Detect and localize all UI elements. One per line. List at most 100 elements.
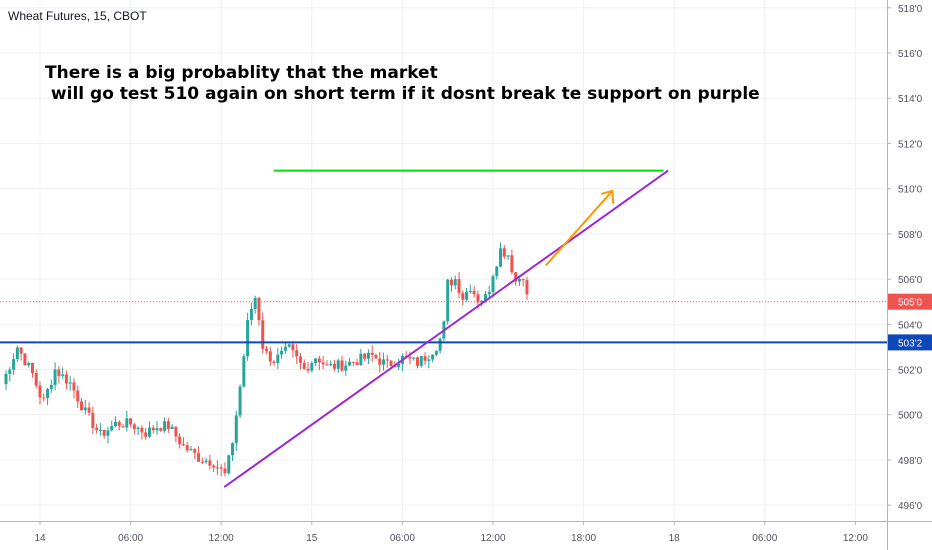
candle-body [185, 445, 189, 451]
candle-body [163, 421, 167, 431]
candle-body [302, 362, 306, 369]
x-tick-label: 06:00 [752, 533, 777, 544]
candle-body [419, 356, 423, 366]
y-tick-label: 518'0 [898, 4, 923, 15]
candle-body [42, 397, 46, 399]
candle-body [19, 347, 23, 354]
candle-body [291, 344, 295, 351]
candle-body [408, 357, 412, 359]
candle-body [204, 460, 208, 462]
candle-body [193, 449, 197, 454]
candle-body [83, 407, 87, 411]
candle-body [487, 291, 491, 295]
candle-body [374, 354, 378, 359]
support-trend-line [223, 169, 669, 488]
candle-body [155, 428, 159, 431]
candle-body [351, 361, 355, 363]
candle-body [359, 353, 363, 366]
candle-body [76, 390, 80, 402]
candle-body [355, 362, 359, 366]
candle-body [8, 369, 12, 374]
candle-body [106, 430, 110, 436]
candle-body [370, 352, 374, 355]
candle-body [336, 360, 340, 369]
candle-body [166, 421, 170, 429]
x-tick-label: 15 [306, 533, 318, 544]
candle-body [521, 278, 525, 281]
candle-body [61, 374, 65, 376]
y-tick-label: 510'0 [898, 185, 923, 196]
candle-body [385, 359, 389, 361]
candle-body [287, 344, 291, 347]
candle-body [129, 418, 133, 425]
candle-body [234, 415, 238, 444]
candle-body [125, 418, 129, 428]
x-tick-label: 12:00 [843, 533, 868, 544]
candle-body [49, 384, 53, 389]
candle-body [200, 461, 204, 463]
candle-body [325, 364, 329, 366]
x-tick-label: 18:00 [571, 533, 596, 544]
candle-body [30, 362, 34, 374]
candle-body [53, 369, 57, 385]
candle-body [397, 363, 401, 367]
x-tick-label: 12:00 [480, 533, 505, 544]
y-tick-label: 498'0 [898, 456, 923, 467]
candle-body [15, 347, 19, 360]
candlestick-series [4, 242, 529, 477]
candle-body [147, 427, 151, 437]
candle-body [298, 356, 302, 363]
candle-body [314, 358, 318, 364]
candle-body [159, 428, 163, 431]
candle-body [340, 360, 344, 371]
candle-body [34, 373, 38, 386]
candle-body [427, 359, 431, 361]
candle-body [431, 354, 435, 360]
candle-body [502, 248, 506, 257]
candle-body [242, 356, 246, 387]
candle-body [114, 421, 117, 427]
candle-body [457, 279, 461, 294]
candle-body [257, 297, 261, 321]
candle-body [378, 358, 382, 365]
candle-body [102, 429, 106, 436]
candle-body [249, 309, 253, 321]
candle-body [227, 455, 231, 474]
candle-body [348, 361, 352, 366]
candle-body [389, 360, 393, 366]
candle-body [434, 350, 438, 355]
candle-body [72, 382, 76, 391]
annotation-line-2: will go test 510 again on short term if … [45, 84, 760, 104]
candle-body [121, 426, 125, 428]
candle-body [231, 443, 235, 456]
candle-body [363, 353, 367, 359]
candle-body [483, 294, 487, 301]
candle-body [181, 444, 185, 446]
price-label-text: 503'2 [898, 338, 923, 349]
candle-body [332, 364, 336, 369]
candle-body [27, 362, 31, 366]
candle-body [506, 255, 510, 257]
candle-body [382, 359, 386, 365]
candle-body [144, 432, 148, 437]
candle-body [215, 467, 219, 469]
candle-body [98, 429, 102, 431]
candle-body [461, 293, 465, 300]
candle-body [491, 276, 495, 292]
candle-body [412, 357, 416, 359]
candle-body [64, 374, 68, 384]
candle-body [46, 388, 50, 399]
projection-arrow [545, 190, 614, 267]
candle-body [438, 338, 442, 351]
y-tick-label: 516'0 [898, 49, 923, 60]
candle-body [495, 266, 499, 277]
y-tick-label: 514'0 [898, 94, 923, 105]
x-tick-label: 12:00 [209, 533, 234, 544]
candle-body [499, 248, 503, 267]
candle-body [268, 351, 272, 362]
x-tick-label: 06:00 [118, 533, 143, 544]
y-tick-label: 500'0 [898, 411, 923, 422]
candle-body [189, 449, 193, 451]
candle-body [68, 382, 72, 384]
